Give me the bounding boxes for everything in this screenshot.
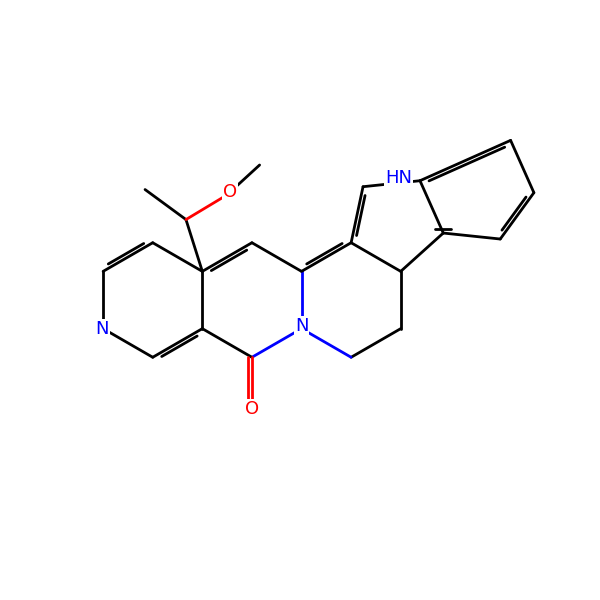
Text: N: N bbox=[95, 320, 109, 338]
Text: HN: HN bbox=[385, 169, 412, 187]
Text: O: O bbox=[223, 183, 236, 201]
Text: N: N bbox=[295, 317, 308, 335]
Text: O: O bbox=[245, 400, 259, 418]
